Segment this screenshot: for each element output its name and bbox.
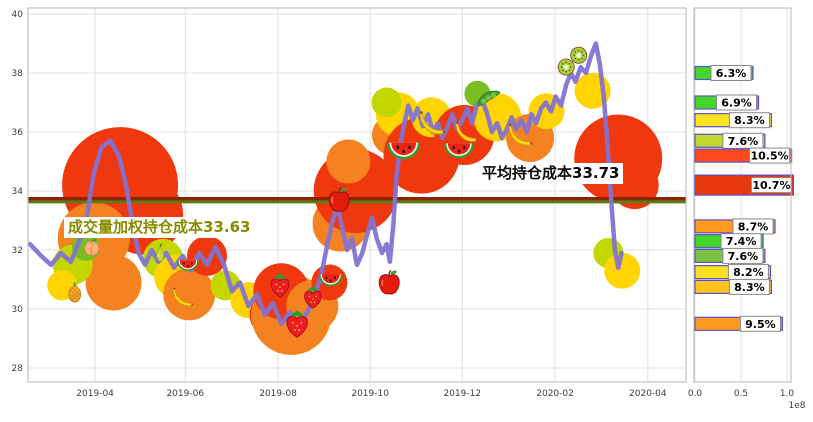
side-x-tick-label: 0.0 <box>688 389 703 399</box>
chip-bar-label: 6.3% <box>716 67 747 80</box>
y-tick-label: 36 <box>12 128 24 138</box>
cost-lines <box>28 197 686 204</box>
x-tick-label: 2019-06 <box>166 389 204 399</box>
chip-bar-label-box <box>728 112 770 129</box>
volume-cluster <box>85 254 142 311</box>
vwap-cost-label: 成交量加权持仓成本33.63 <box>68 218 251 236</box>
avg-cost-annotation: 平均持仓成本33.73 <box>478 163 624 184</box>
volume-cluster <box>326 139 371 184</box>
vwap-cost-annotation: 成交量加权持仓成本33.63 <box>64 217 255 238</box>
chip-bar-label: 7.6% <box>728 250 759 263</box>
x-tick-label: 2020-04 <box>629 389 667 399</box>
side-x-tick-label: 1.0 <box>780 389 795 399</box>
volume-clusters <box>47 72 663 355</box>
chip-bar-label: 9.5% <box>745 318 776 331</box>
chip-bars: 6.3% 6.9% 8.3% 7.6% 10.5% 10.7% 8.7% 7.4% 7.6% 8.… <box>694 65 795 332</box>
chip-bar-label: 8.3% <box>734 114 765 127</box>
avg-cost-label: 平均持仓成本33.73 <box>482 164 620 182</box>
side-x-tick-label: 0.5 <box>734 389 748 399</box>
x-tick-label: 2019-08 <box>259 389 297 399</box>
x-tick-label: 2019-12 <box>443 389 481 399</box>
y-tick-label: 28 <box>12 364 24 374</box>
chip-bar-label: 8.3% <box>734 281 765 294</box>
chip-bar-label-box <box>716 94 757 111</box>
y-tick-label: 30 <box>12 305 24 315</box>
x-tick-label: 2019-10 <box>351 389 389 399</box>
x-tick-label: 2019-04 <box>76 389 114 399</box>
chip-bar-label: 8.7% <box>738 220 769 233</box>
y-tick-label: 34 <box>12 187 24 197</box>
y-tick-label: 40 <box>12 10 24 20</box>
apple-icon <box>378 268 401 295</box>
volume-cluster <box>604 252 641 289</box>
chip-bar-label: 6.9% <box>721 97 752 110</box>
side-plot-border <box>693 7 792 383</box>
chip-bar-label: 10.7% <box>752 179 790 192</box>
main-plot-border <box>27 7 687 383</box>
kiwi-icon <box>557 58 575 76</box>
axis-offset-label: 1e8 <box>789 401 806 411</box>
chip-bar-label-box <box>722 132 764 149</box>
chip-bar-label-box <box>739 315 781 332</box>
chip-bar-label: 10.5% <box>751 150 789 163</box>
kiwi-icon <box>570 46 588 64</box>
volume-cluster <box>371 87 402 118</box>
chip-bar-label: 8.2% <box>733 266 764 279</box>
y-tick-label: 38 <box>12 69 24 79</box>
volume-cluster <box>163 268 216 321</box>
chip-bar-label-box <box>749 147 791 164</box>
x-tick-label: 2020-02 <box>536 389 574 399</box>
chip-bar-label: 7.6% <box>728 135 759 148</box>
chip-bar-label-box <box>728 278 770 295</box>
chip-bar-label: 7.4% <box>726 235 757 248</box>
chip-bar-label-box <box>710 65 752 81</box>
chip-bar-label-box <box>722 247 764 264</box>
y-tick-label: 32 <box>12 246 23 256</box>
